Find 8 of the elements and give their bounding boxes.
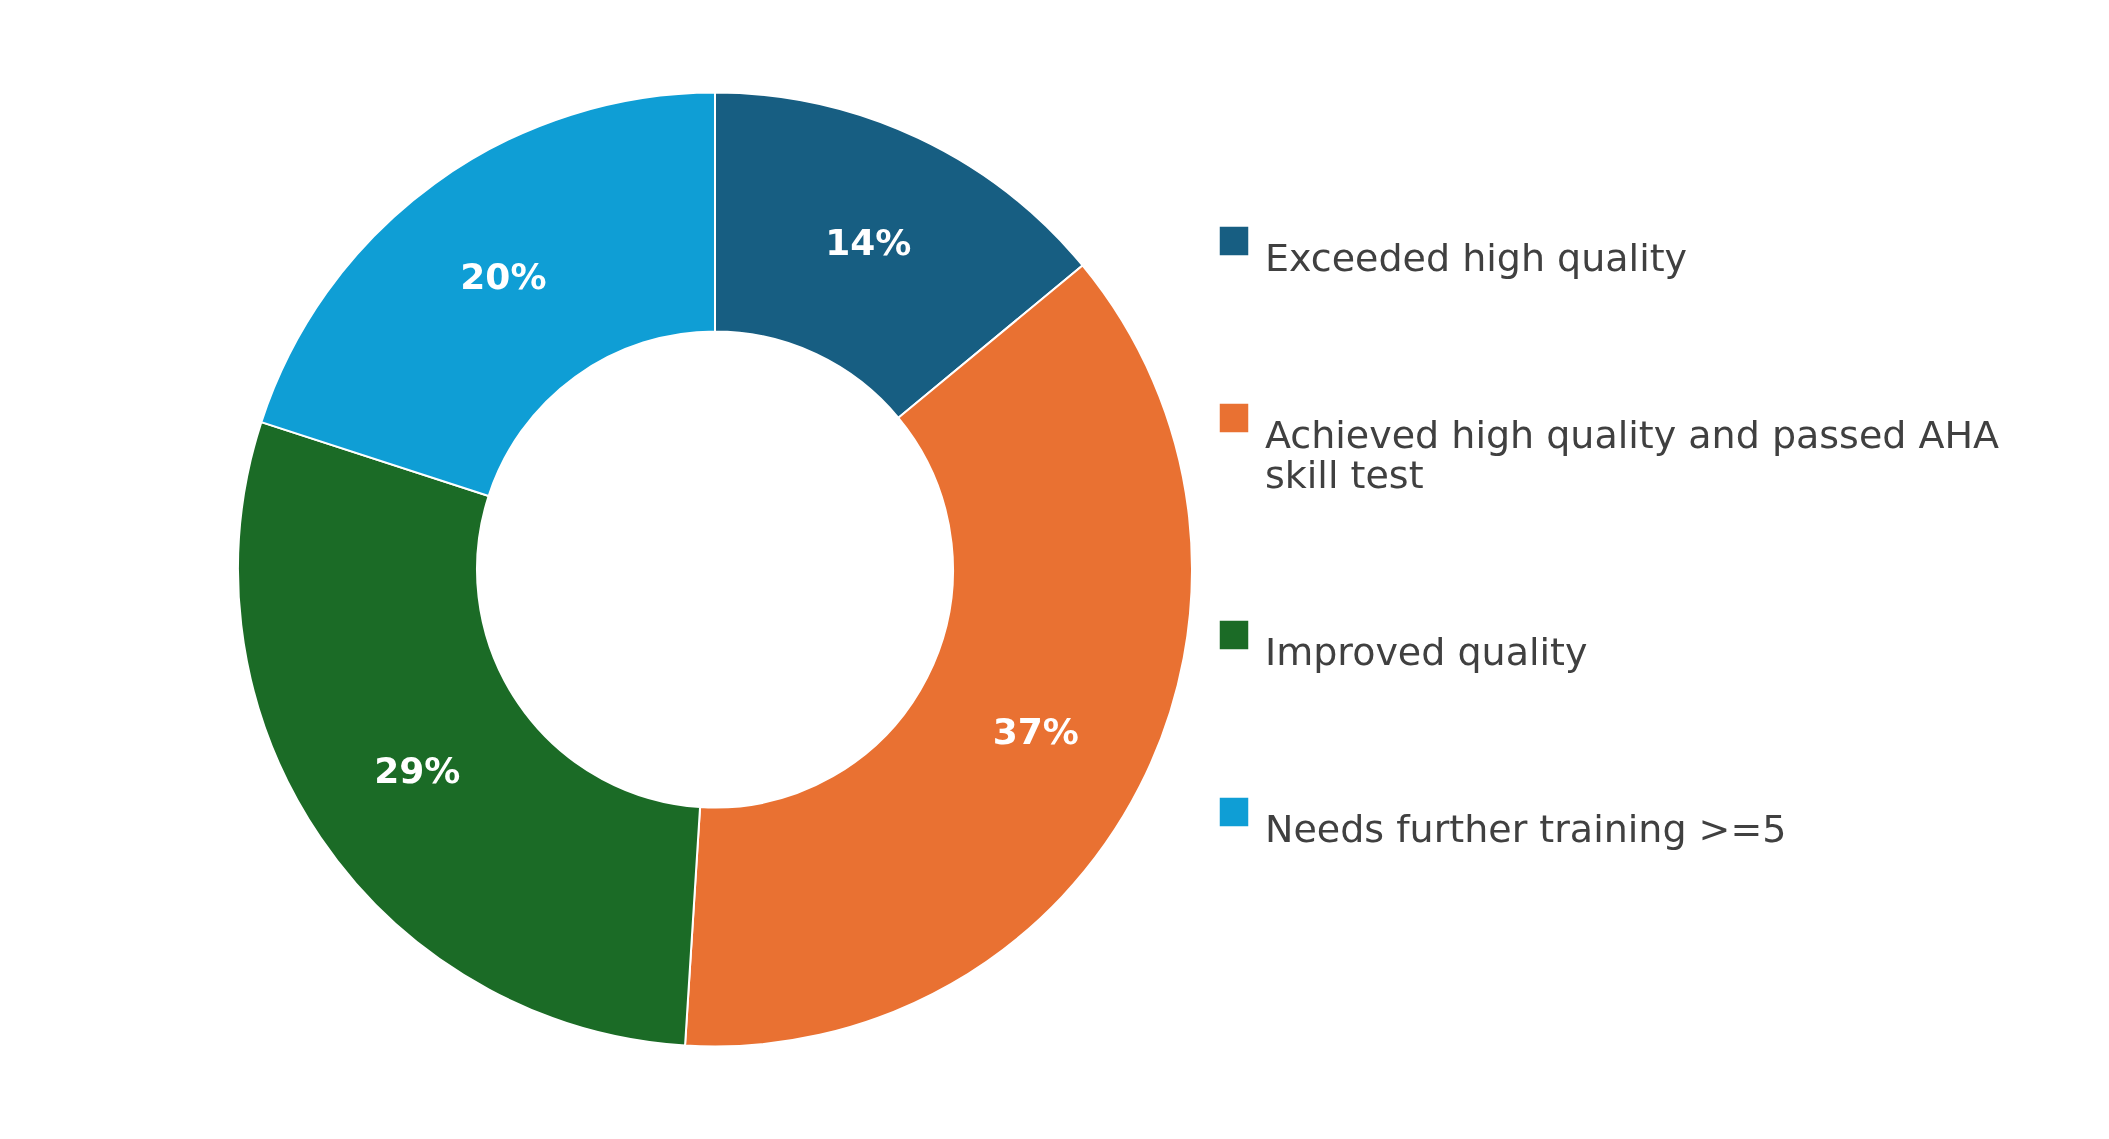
- legend-label: Improved quality: [1265, 630, 1588, 674]
- legend-label: Needs further training >=5: [1265, 807, 1787, 851]
- legend-label: Exceeded high quality: [1265, 236, 1688, 280]
- data-label: 37%: [992, 710, 1079, 752]
- data-label: 20%: [460, 256, 547, 298]
- data-label: 29%: [374, 749, 461, 791]
- legend-label: Achieved high quality and passed AHA skill test: [1265, 413, 2000, 497]
- data-label: 14%: [825, 221, 912, 263]
